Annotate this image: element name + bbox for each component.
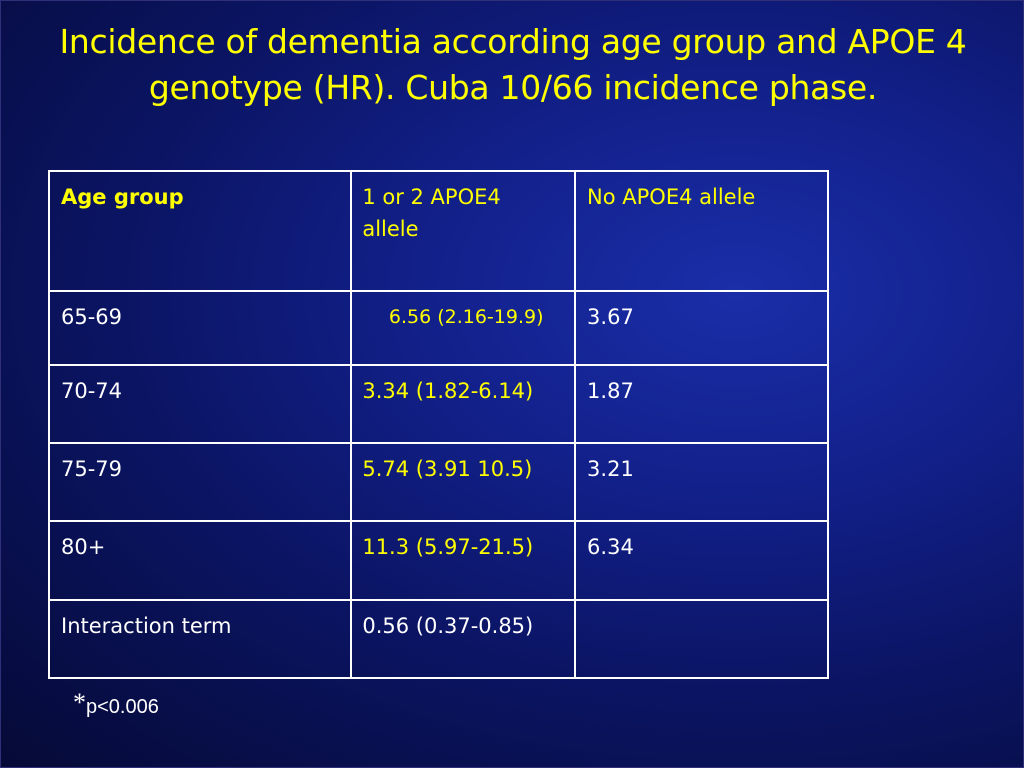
- cell-no-apoe4: [574, 598, 829, 680]
- header-no-apoe4: No APOE4 allele: [574, 169, 829, 293]
- cell-age: 65-69: [47, 290, 353, 366]
- cell-age: 70-74: [47, 363, 353, 445]
- table-row: Interaction term 0.56 (0.37-0.85): [47, 598, 829, 680]
- cell-apoe4: 0.56 (0.37-0.85): [350, 598, 577, 680]
- slide-title: Incidence of dementia according age grou…: [1, 19, 1024, 111]
- table-row: 75-79 5.74 (3.91 10.5) 3.21: [47, 442, 829, 523]
- cell-no-apoe4: 3.67: [574, 290, 829, 366]
- cell-apoe4: 5.74 (3.91 10.5): [350, 442, 577, 523]
- hazard-ratio-table: Age group 1 or 2 APOE4 allele No APOE4 a…: [47, 169, 829, 680]
- cell-apoe4: 3.34 (1.82-6.14): [350, 363, 577, 445]
- slide-title-line-1: Incidence of dementia according age grou…: [59, 22, 967, 61]
- cell-age: 80+: [47, 520, 353, 601]
- footnote: *p<0.006: [73, 689, 159, 721]
- cell-apoe4: 6.56 (2.16-19.9): [350, 290, 577, 366]
- header-apoe4-1or2: 1 or 2 APOE4 allele: [350, 169, 577, 293]
- table-row: 65-69 6.56 (2.16-19.9) 3.67: [47, 290, 829, 366]
- cell-no-apoe4: 6.34: [574, 520, 829, 601]
- footnote-asterisk: *: [73, 688, 86, 717]
- cell-no-apoe4: 3.21: [574, 442, 829, 523]
- cell-age: Interaction term: [47, 598, 353, 680]
- header-age-group: Age group: [47, 169, 353, 293]
- footnote-text: p<0.006: [86, 696, 159, 718]
- cell-apoe4: 11.3 (5.97-21.5): [350, 520, 577, 601]
- table-row: 80+ 11.3 (5.97-21.5) 6.34: [47, 520, 829, 601]
- header-apoe4-1or2-line-1: 1 or 2 APOE4: [362, 185, 501, 209]
- slide-title-line-2: genotype (HR). Cuba 10/66 incidence phas…: [148, 68, 878, 107]
- cell-no-apoe4: 1.87: [574, 363, 829, 445]
- table-row: 70-74 3.34 (1.82-6.14) 1.87: [47, 363, 829, 445]
- cell-age: 75-79: [47, 442, 353, 523]
- table-header-row: Age group 1 or 2 APOE4 allele No APOE4 a…: [47, 169, 829, 293]
- header-apoe4-1or2-line-2: allele: [362, 217, 419, 241]
